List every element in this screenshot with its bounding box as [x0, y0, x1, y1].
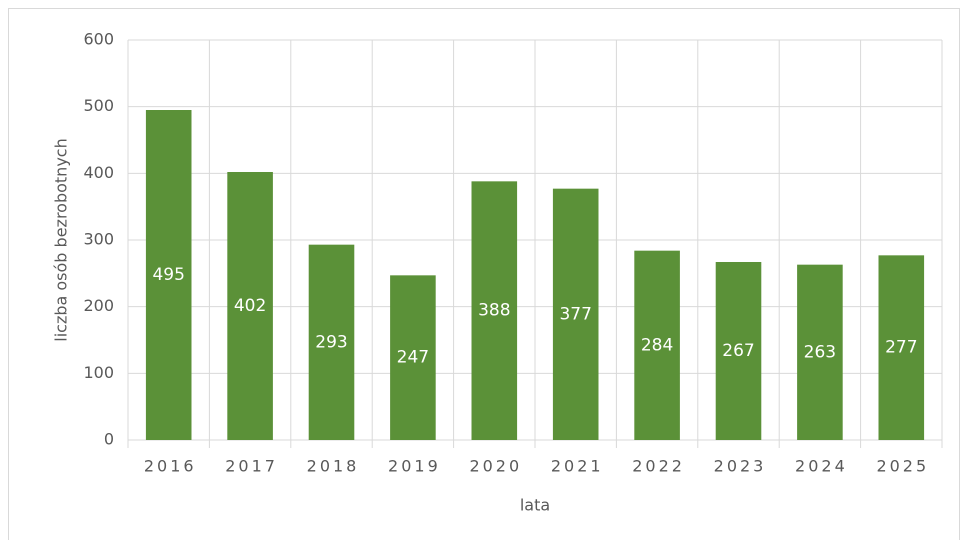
value-label: 277 — [885, 338, 917, 358]
y-tick-label: 300 — [83, 230, 114, 249]
y-tick-label: 400 — [83, 163, 114, 182]
x-tick-label: 2020 — [469, 457, 522, 476]
y-tick-label: 500 — [83, 96, 114, 115]
x-axis-title: lata — [520, 496, 550, 515]
value-label: 495 — [152, 265, 184, 285]
value-label: 267 — [722, 341, 754, 361]
value-label: 284 — [641, 335, 673, 355]
y-tick-label: 600 — [83, 30, 114, 49]
bar — [471, 181, 518, 441]
value-label: 388 — [478, 301, 510, 321]
value-label: 263 — [804, 342, 836, 362]
x-tick-label: 2017 — [225, 457, 278, 476]
bar — [308, 244, 355, 440]
bar — [878, 255, 925, 440]
y-tick-label: 0 — [104, 430, 114, 449]
bar — [797, 264, 843, 440]
bar — [552, 188, 599, 440]
value-label: 377 — [559, 304, 591, 324]
x-tick-label: 2024 — [795, 457, 848, 476]
value-label: 402 — [234, 296, 266, 316]
x-tick-label: 2018 — [307, 457, 360, 476]
bar — [227, 172, 273, 440]
x-tick-label: 2025 — [876, 457, 929, 476]
value-label: 247 — [397, 348, 429, 368]
x-tick-label: 2016 — [144, 457, 197, 476]
y-tick-label: 100 — [83, 363, 114, 382]
y-axis-title: liczba osób bezrobotnych — [52, 138, 71, 341]
x-tick-label: 2021 — [551, 457, 604, 476]
x-tick-label: 2023 — [714, 457, 767, 476]
bar — [634, 250, 680, 440]
x-tick-label: 2019 — [388, 457, 441, 476]
y-tick-label: 200 — [83, 296, 114, 315]
bar — [145, 110, 192, 440]
value-label: 293 — [315, 332, 347, 352]
x-tick-label: 2022 — [632, 457, 685, 476]
bar — [715, 262, 762, 440]
bar — [390, 275, 436, 440]
